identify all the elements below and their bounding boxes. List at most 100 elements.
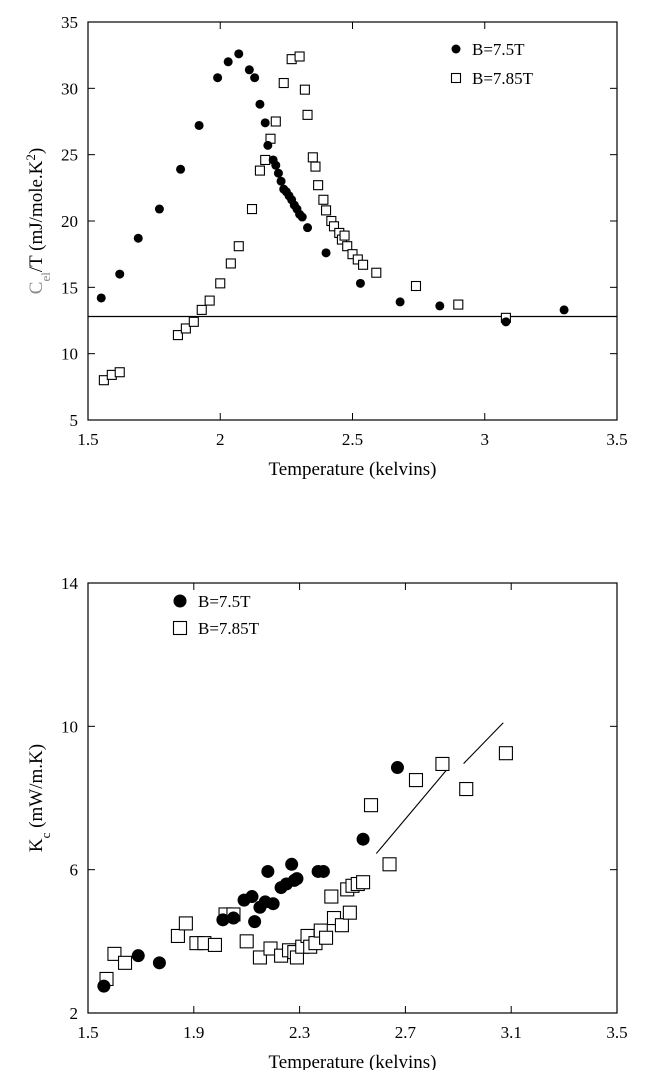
data-point	[356, 875, 371, 890]
legend-label: B=7.85T	[198, 619, 260, 638]
y-tick-label: 2	[70, 1004, 79, 1023]
y-tick-label: 30	[61, 79, 78, 98]
data-point	[310, 161, 321, 172]
data-point	[363, 798, 379, 813]
data-point	[117, 955, 133, 970]
x-tick-label: 1.5	[77, 430, 98, 449]
data-point	[176, 164, 186, 174]
x-tick-label: 2.5	[342, 430, 363, 449]
data-point	[435, 301, 445, 311]
data-point	[266, 897, 280, 911]
x-tick-label: 3.1	[501, 1023, 522, 1042]
data-point	[459, 781, 474, 797]
data-point	[498, 746, 513, 761]
data-point	[250, 73, 260, 83]
data-point	[352, 254, 363, 265]
data-point	[303, 223, 313, 233]
trend-line	[463, 722, 504, 764]
data-point	[213, 73, 223, 83]
x-tick-label: 3.5	[606, 430, 627, 449]
data-point	[395, 297, 405, 307]
legend: B=7.5T B=7.85T	[450, 40, 534, 88]
data-point	[263, 140, 273, 150]
y-tick-label: 15	[61, 278, 78, 297]
data-point	[390, 761, 404, 775]
data-point	[276, 176, 286, 186]
legend-marker	[450, 72, 462, 84]
data-point	[98, 375, 109, 386]
data-point	[96, 293, 106, 303]
data-point	[260, 118, 270, 128]
data-point	[233, 241, 244, 252]
data-point	[318, 194, 329, 205]
data-point	[321, 248, 331, 258]
y-tick-label: 25	[61, 146, 78, 165]
legend-marker	[173, 594, 187, 608]
x-axis-title: Temperature (kelvins)	[268, 459, 436, 480]
plot-frame	[87, 582, 618, 1014]
x-tick-label: 2.7	[395, 1023, 417, 1042]
y-tick-label: 5	[70, 411, 79, 430]
x-tick-label: 1.9	[183, 1023, 204, 1042]
data-point	[244, 65, 254, 75]
data-point	[263, 941, 278, 956]
data-point	[290, 872, 304, 886]
data-point	[252, 950, 267, 965]
data-point	[278, 77, 289, 89]
y-tick-label: 35	[61, 13, 78, 32]
data-point	[318, 930, 334, 945]
legend: B=7.5T B=7.85T	[172, 592, 260, 638]
y-tick-label: 14	[61, 574, 79, 593]
data-point	[97, 979, 111, 993]
data-point	[559, 305, 569, 315]
data-point	[133, 233, 143, 243]
data-point	[216, 913, 230, 927]
data-point	[328, 221, 340, 232]
data-point	[107, 946, 122, 961]
y-axis-title: Cel/T (mJ/mole.K2)	[23, 148, 53, 294]
y-title-text: (mW/m.K)	[26, 744, 47, 833]
legend-label: B=7.5T	[198, 592, 251, 611]
data-point	[313, 180, 324, 191]
data-point	[215, 278, 226, 289]
data-point	[246, 204, 258, 215]
legend-marker	[451, 44, 461, 54]
series-B=7.85T	[99, 746, 513, 987]
data-point	[371, 267, 382, 278]
data-point	[261, 864, 275, 878]
data-point	[115, 269, 125, 279]
data-point	[355, 278, 365, 288]
data-point	[254, 165, 265, 176]
data-point	[382, 857, 397, 872]
chart-2: 1.5 1.9 2.3 2.7 3.1 3.5 2 6 10 14 Temperature (kel…	[26, 574, 628, 1070]
plot-frame	[87, 21, 618, 421]
trend-line	[375, 768, 449, 854]
data-point	[316, 864, 330, 878]
data-point	[334, 918, 349, 933]
x-tick-label: 2	[216, 430, 225, 449]
data-point	[294, 51, 305, 62]
data-point	[172, 330, 183, 341]
data-point	[226, 911, 240, 925]
x-tick-label: 1.5	[77, 1023, 98, 1042]
y-title-superscript: 2	[23, 154, 38, 161]
y-title-text: /T (mJ/mole.K	[26, 160, 47, 272]
data-point	[207, 937, 223, 952]
y-tick-label: 20	[61, 212, 78, 231]
data-point	[501, 317, 511, 327]
data-point	[248, 915, 262, 929]
chart-1: 1.5 2 2.5 3 3.5 5 10 15 20 25 30 35 Temperature (kel…	[23, 13, 628, 480]
data-point	[154, 204, 164, 214]
data-point	[225, 258, 236, 269]
data-point	[339, 230, 350, 241]
data-point	[408, 773, 424, 788]
data-point	[435, 756, 450, 772]
data-point	[188, 316, 199, 327]
y-title-subscript: c	[38, 832, 53, 838]
data-point	[410, 280, 422, 292]
data-point	[297, 212, 307, 222]
x-axis-title: Temperature (kelvins)	[268, 1052, 436, 1070]
y-title-end: )	[26, 148, 47, 154]
y-title-subscript: el	[38, 272, 53, 282]
